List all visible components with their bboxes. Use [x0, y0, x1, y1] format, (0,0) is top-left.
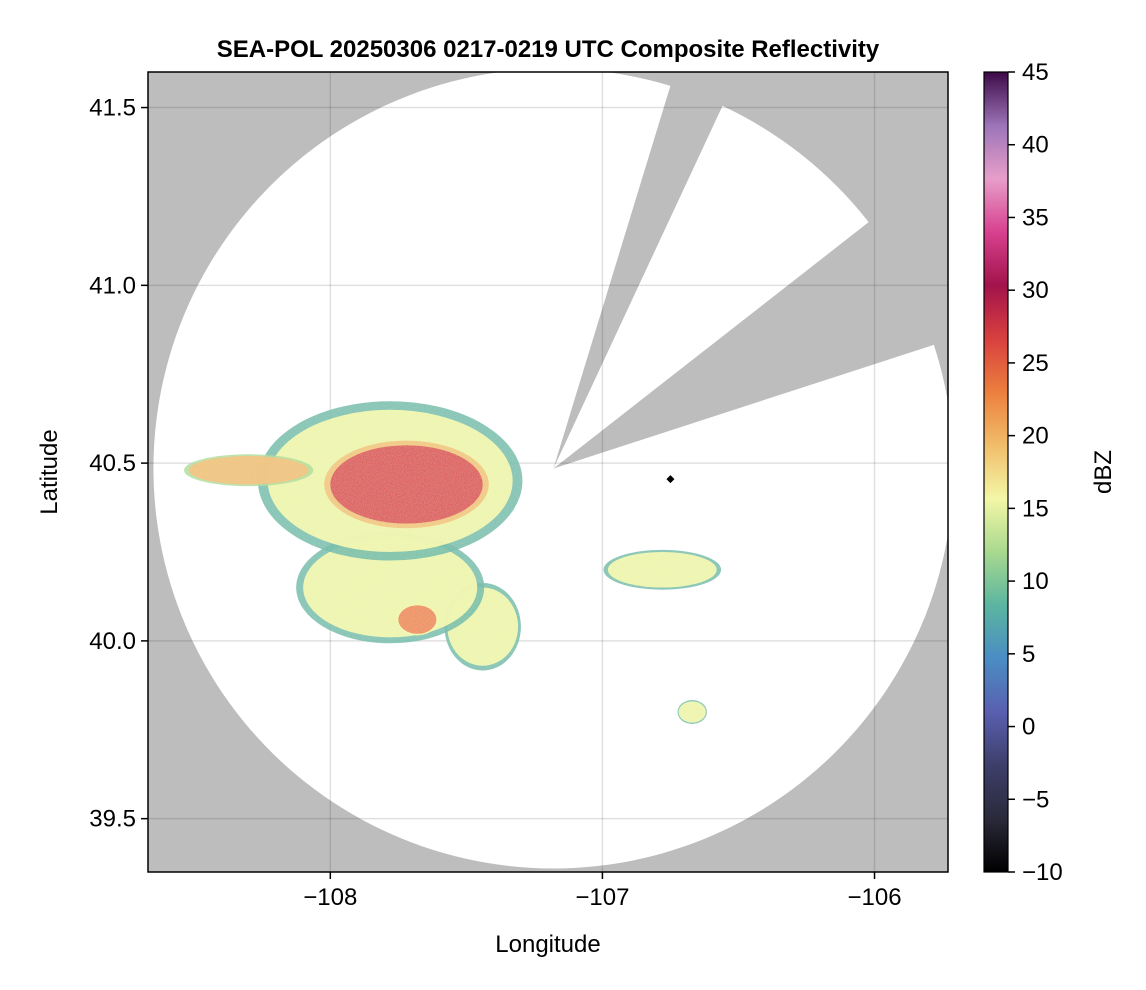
x-tick-label: −107 [575, 884, 629, 911]
echo-main-cell-west-tail [188, 456, 309, 485]
colorbar: −10 −5 0 5 10 15 20 25 30 35 40 45 dBZ [983, 59, 1117, 886]
colorbar-tick-label: 10 [1022, 568, 1049, 595]
y-axis-label: Latitude [36, 429, 63, 514]
colorbar-tick-label: −10 [1022, 859, 1063, 886]
x-axis-label: Longitude [495, 931, 600, 958]
x-tick-label: −108 [303, 884, 357, 911]
y-axis-ticks: 39.5 40.0 40.5 41.0 41.5 [89, 95, 148, 833]
echo-east-band [607, 552, 717, 588]
y-tick-label: 41.0 [89, 272, 136, 299]
reflectivity-echoes [184, 401, 722, 724]
colorbar-scale [983, 71, 1009, 873]
colorbar-tick-label: 45 [1022, 59, 1049, 86]
y-tick-label: 40.5 [89, 450, 136, 477]
station-marker [666, 475, 675, 484]
plot-area [148, 72, 948, 872]
y-tick-label: 41.5 [89, 95, 136, 122]
colorbar-tick-label: 20 [1022, 423, 1049, 450]
station-marker-layer [666, 475, 675, 484]
colorbar-tick-label: 30 [1022, 277, 1049, 304]
echo-main-cell-core [330, 445, 483, 524]
y-tick-label: 40.0 [89, 628, 136, 655]
colorbar-tick-label: 25 [1022, 350, 1049, 377]
colorbar-tick-label: −5 [1022, 786, 1049, 813]
colorbar-ticks: −10 −5 0 5 10 15 20 25 30 35 40 45 [1008, 59, 1063, 886]
colorbar-tick-label: 5 [1022, 641, 1035, 668]
colorbar-label: dBZ [1090, 450, 1117, 494]
colorbar-tick-label: 15 [1022, 495, 1049, 522]
x-axis-ticks: −108 −107 −106 [303, 872, 902, 911]
colorbar-tick-label: 0 [1022, 714, 1035, 741]
chart-title: SEA-POL 20250306 0217-0219 UTC Composite… [217, 36, 880, 63]
colorbar-tick-label: 35 [1022, 204, 1049, 231]
echo-southern-lobe-core [398, 605, 437, 634]
echo-small-south-cell [678, 701, 706, 723]
y-tick-label: 39.5 [89, 806, 136, 833]
colorbar-tick-label: 40 [1022, 132, 1049, 159]
radar-coverage-area [153, 72, 948, 869]
plot-frame [147, 71, 949, 873]
x-tick-label: −106 [847, 884, 901, 911]
